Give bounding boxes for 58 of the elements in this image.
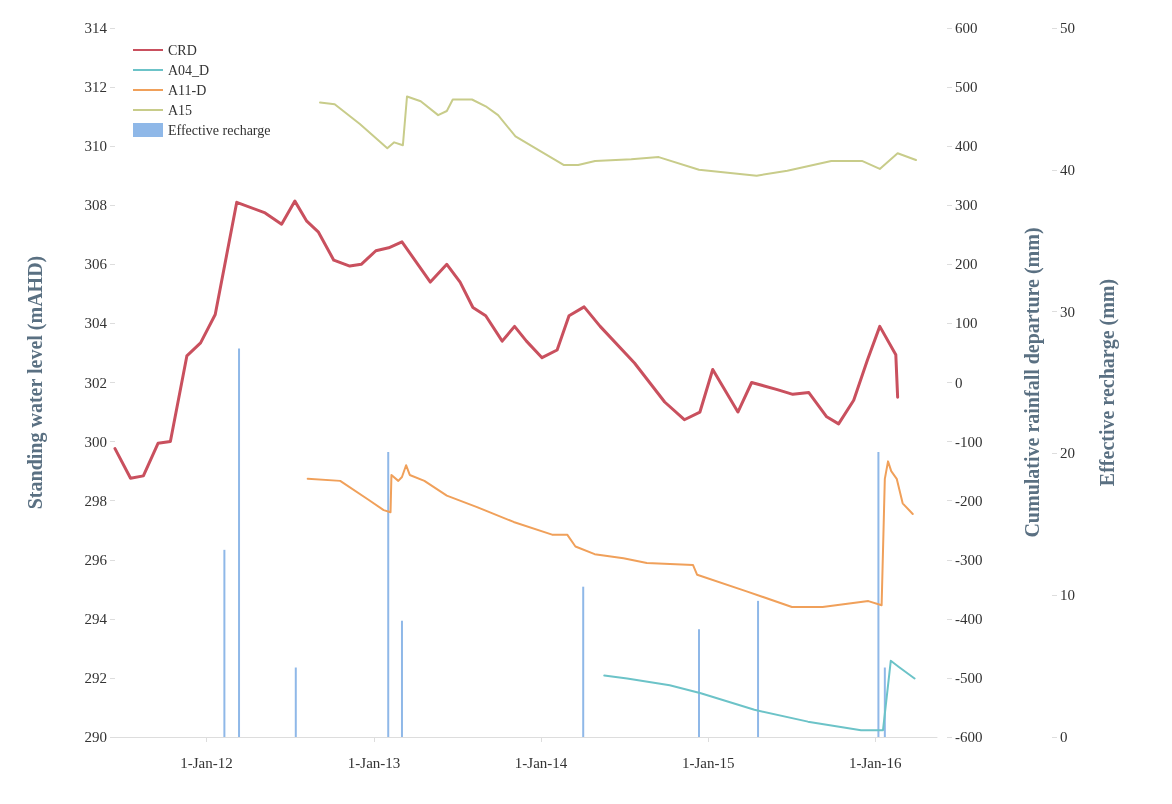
y-tick-label: 308 xyxy=(84,197,107,214)
x-tick-label: 1-Jan-13 xyxy=(347,754,401,771)
y2-tick-label: -300 xyxy=(955,551,983,568)
bar xyxy=(877,451,880,737)
x-tick-label: 1-Jan-15 xyxy=(681,754,735,771)
y3-tick-label: 30 xyxy=(1060,303,1075,320)
y2-tick-label: 300 xyxy=(955,197,978,214)
y-tick-label: 310 xyxy=(84,138,107,155)
y2-tick-label: -600 xyxy=(955,729,983,745)
y3-tick-label: 10 xyxy=(1060,587,1075,604)
y-tick-label: 302 xyxy=(84,374,107,391)
y-tick-label: 314 xyxy=(84,20,108,36)
y-axis-title: Standing water level (mAHD) xyxy=(24,255,47,510)
bar xyxy=(698,629,700,737)
y3-tick-label: 40 xyxy=(1060,161,1075,178)
x-tick-label: 1-Jan-14 xyxy=(514,754,568,771)
y2-tick-label: 500 xyxy=(955,79,978,96)
y2-tick-label: -400 xyxy=(955,610,983,627)
y2-tick-label: 200 xyxy=(955,256,978,273)
legend-label: A15 xyxy=(168,102,193,118)
legend-label: A11-D xyxy=(168,82,207,98)
line-series xyxy=(306,460,914,609)
legend-label: CRD xyxy=(168,42,197,58)
y2-tick-label: 0 xyxy=(955,374,963,391)
bar xyxy=(387,451,390,737)
y-tick-label: 312 xyxy=(84,79,107,96)
y-tick-label: 298 xyxy=(84,492,107,509)
y2-tick-label: -500 xyxy=(955,669,983,686)
line-series xyxy=(113,199,900,480)
y-tick-label: 300 xyxy=(84,433,107,450)
x-tick-label: 1-Jan-12 xyxy=(180,754,233,771)
line-series xyxy=(603,659,916,732)
y2-axis-title: Cumulative rainfall departure (mm) xyxy=(1021,227,1044,538)
y-tick-label: 306 xyxy=(84,256,108,273)
y2-tick-label: -100 xyxy=(955,433,983,450)
line-series xyxy=(319,95,917,177)
y-tick-label: 294 xyxy=(84,610,108,627)
y-tick-label: 292 xyxy=(84,669,107,686)
bar xyxy=(582,586,585,737)
y2-tick-label: 400 xyxy=(955,138,978,155)
y-tick-label: 296 xyxy=(84,551,108,568)
bar xyxy=(294,667,297,737)
legend-label: Effective recharge xyxy=(168,122,271,138)
y3-axis-title: Effective recharge (mm) xyxy=(1096,278,1119,487)
legend-label: A04_D xyxy=(168,62,210,78)
y3-tick-label: 0 xyxy=(1060,729,1068,745)
y2-tick-label: -200 xyxy=(955,492,983,509)
y3-tick-label: 50 xyxy=(1060,20,1075,36)
x-tick-label: 1-Jan-16 xyxy=(848,754,902,771)
bar xyxy=(400,620,403,737)
bar xyxy=(757,600,760,737)
y2-tick-label: 100 xyxy=(955,315,978,332)
bar xyxy=(238,348,241,737)
y3-tick-label: 20 xyxy=(1060,445,1075,462)
bar xyxy=(223,549,226,737)
y-tick-label: 290 xyxy=(84,729,107,745)
y-tick-label: 304 xyxy=(84,315,108,332)
y2-tick-label: 600 xyxy=(955,20,978,36)
